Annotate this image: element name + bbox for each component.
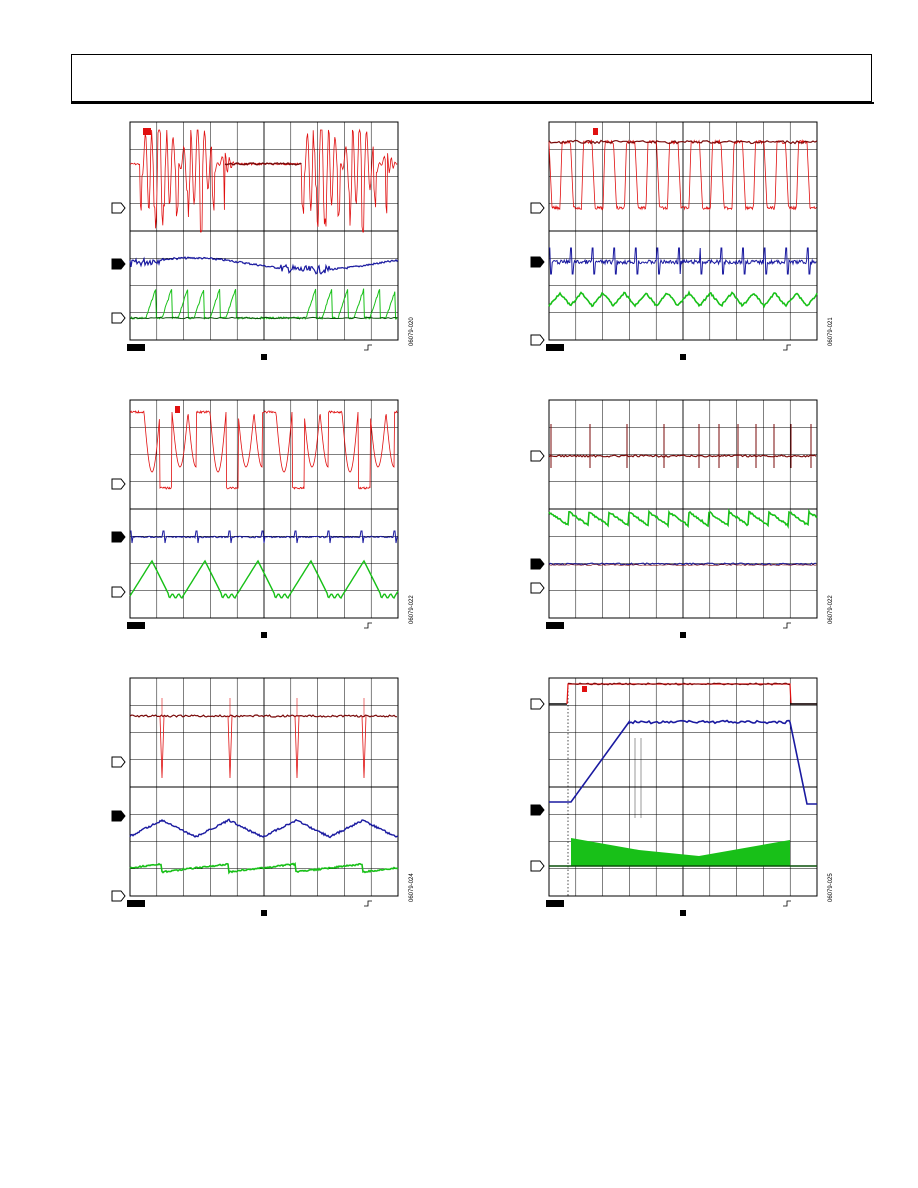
channel-marker — [530, 582, 545, 594]
scope-plot-3 — [111, 399, 399, 638]
ch1-spike — [227, 715, 233, 779]
trigger-marker — [680, 632, 686, 638]
trace-ch3 — [129, 861, 399, 875]
trigger-edge-icon — [364, 622, 372, 629]
trigger-edge-icon — [364, 900, 372, 907]
figure-id-5: 06079-024 — [409, 873, 415, 902]
trace-ch1 — [129, 409, 398, 490]
trigger-edge-icon — [783, 900, 791, 907]
readout-box — [546, 622, 564, 629]
channel-marker — [111, 202, 126, 214]
ch1-spike — [294, 715, 300, 779]
cursor-flag — [593, 128, 598, 135]
channel-marker — [111, 531, 126, 543]
header-rule — [71, 102, 874, 104]
channel-marker — [530, 860, 545, 872]
channel-marker — [111, 258, 126, 270]
cursor-flag — [143, 128, 151, 135]
trace-ch1-flat — [224, 162, 302, 166]
channel-marker — [530, 558, 545, 570]
channel-marker — [111, 890, 126, 902]
trace-ch2 — [549, 247, 817, 275]
scope-plot-6 — [530, 677, 818, 916]
trace-ch3-base — [129, 316, 398, 320]
ch1-spike — [361, 715, 367, 779]
trace-ch1-high — [566, 683, 817, 705]
trace-ch2 — [549, 719, 817, 805]
cursor-flag — [582, 686, 587, 692]
scope-figure-3: 06079-022 — [110, 396, 415, 656]
trace-ch3 — [548, 290, 818, 309]
trace-ch1 — [548, 138, 817, 211]
cursor-flag — [175, 406, 180, 413]
channel-marker — [530, 698, 545, 710]
trace-ch2 — [130, 530, 399, 544]
trace-ch2 — [548, 562, 817, 566]
trigger-marker — [261, 632, 267, 638]
trace-ch3 — [129, 559, 399, 600]
trace-ch2 — [129, 818, 399, 839]
channel-marker — [111, 478, 126, 490]
readout-box — [127, 622, 145, 629]
channel-marker — [530, 450, 545, 462]
readout-box — [546, 900, 564, 907]
channel-marker — [530, 256, 545, 268]
trace-ch1-top — [548, 139, 818, 145]
figure-id-6: 06079-025 — [828, 873, 834, 902]
scope-figure-4: 06079-022 — [529, 396, 834, 656]
trigger-marker — [261, 910, 267, 916]
scope-plot-2 — [530, 121, 818, 360]
scope-figure-5: 06079-024 — [110, 674, 415, 934]
scope-plot-4 — [530, 399, 818, 638]
trace-ch1 — [548, 454, 817, 458]
channel-marker — [111, 810, 126, 822]
scope-figure-6: 06079-025 — [529, 674, 834, 934]
channel-marker — [530, 334, 545, 346]
trigger-edge-icon — [783, 622, 791, 629]
trigger-edge-icon — [783, 344, 791, 351]
figure-id-2: 06079-021 — [828, 317, 834, 346]
trigger-marker — [680, 354, 686, 360]
channel-marker — [530, 202, 545, 214]
trace-ch3 — [548, 508, 818, 530]
readout-box — [127, 900, 145, 907]
scope-figure-1: 06079-020 — [110, 118, 415, 378]
trace-ch1-overlay — [548, 564, 818, 566]
ch3-envelope — [571, 838, 790, 866]
readout-box — [546, 344, 564, 351]
trigger-marker — [680, 910, 686, 916]
trace-ch2 — [129, 256, 399, 275]
trace-ch1 — [129, 714, 397, 718]
trace-ch1-top — [567, 682, 791, 686]
figure-id-1: 06079-020 — [409, 317, 415, 346]
scope-plot-5 — [111, 677, 399, 916]
trigger-edge-icon — [364, 344, 372, 351]
trigger-marker — [261, 354, 267, 360]
scope-plot-1 — [111, 121, 399, 360]
channel-marker — [530, 804, 545, 816]
channel-marker — [111, 586, 126, 598]
readout-box — [127, 344, 145, 351]
figure-id-4: 06079-022 — [828, 595, 834, 624]
ch1-spike — [159, 715, 165, 779]
scope-figure-2: 06079-021 — [529, 118, 834, 378]
channel-marker — [111, 312, 126, 324]
channel-marker — [111, 756, 126, 768]
figure-id-3: 06079-022 — [409, 595, 415, 624]
page-header-box — [71, 54, 872, 102]
